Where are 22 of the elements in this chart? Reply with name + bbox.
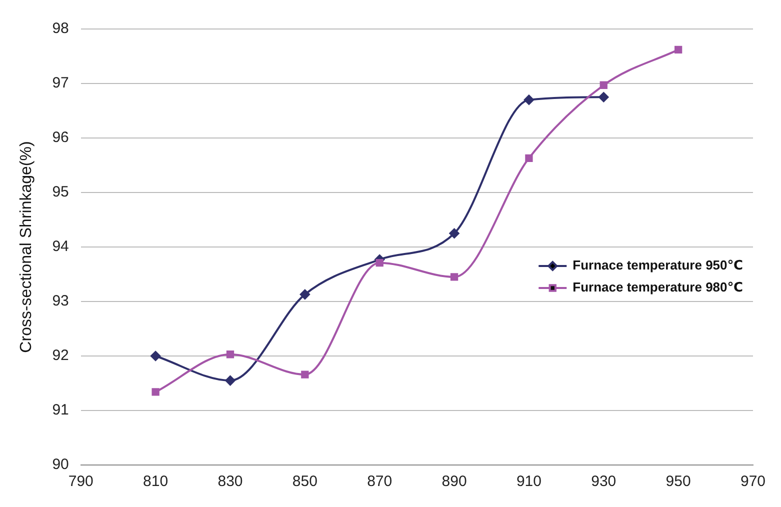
legend-label: Furnace temperature 950℃ [572,258,744,273]
x-tick-label: 810 [143,473,168,490]
legend-label: Furnace temperature 980℃ [572,280,744,295]
x-tick-label: 950 [666,473,691,490]
y-tick-label: 93 [52,292,69,310]
y-tick-label: 94 [52,238,69,256]
x-tick-label: 850 [292,473,318,490]
x-tick-label: 870 [367,473,392,490]
x-tick-label: 910 [516,473,542,490]
y-tick-label: 92 [52,347,69,364]
x-tick-label: 890 [442,473,467,490]
y-tick-label: 97 [52,74,69,92]
y-tick-label: 91 [52,402,69,419]
y-tick-label: 90 [52,456,69,474]
y-axis-title: Cross-sectional Shrinkage(%) [18,141,36,353]
x-tick-label: 830 [218,473,243,490]
x-tick-label: 790 [68,473,94,490]
x-tick-label: 970 [740,473,766,490]
y-tick-label: 95 [52,184,69,201]
y-tick-label: 96 [52,129,69,146]
x-tick-label: 930 [591,473,616,490]
y-tick-label: 98 [52,20,69,38]
